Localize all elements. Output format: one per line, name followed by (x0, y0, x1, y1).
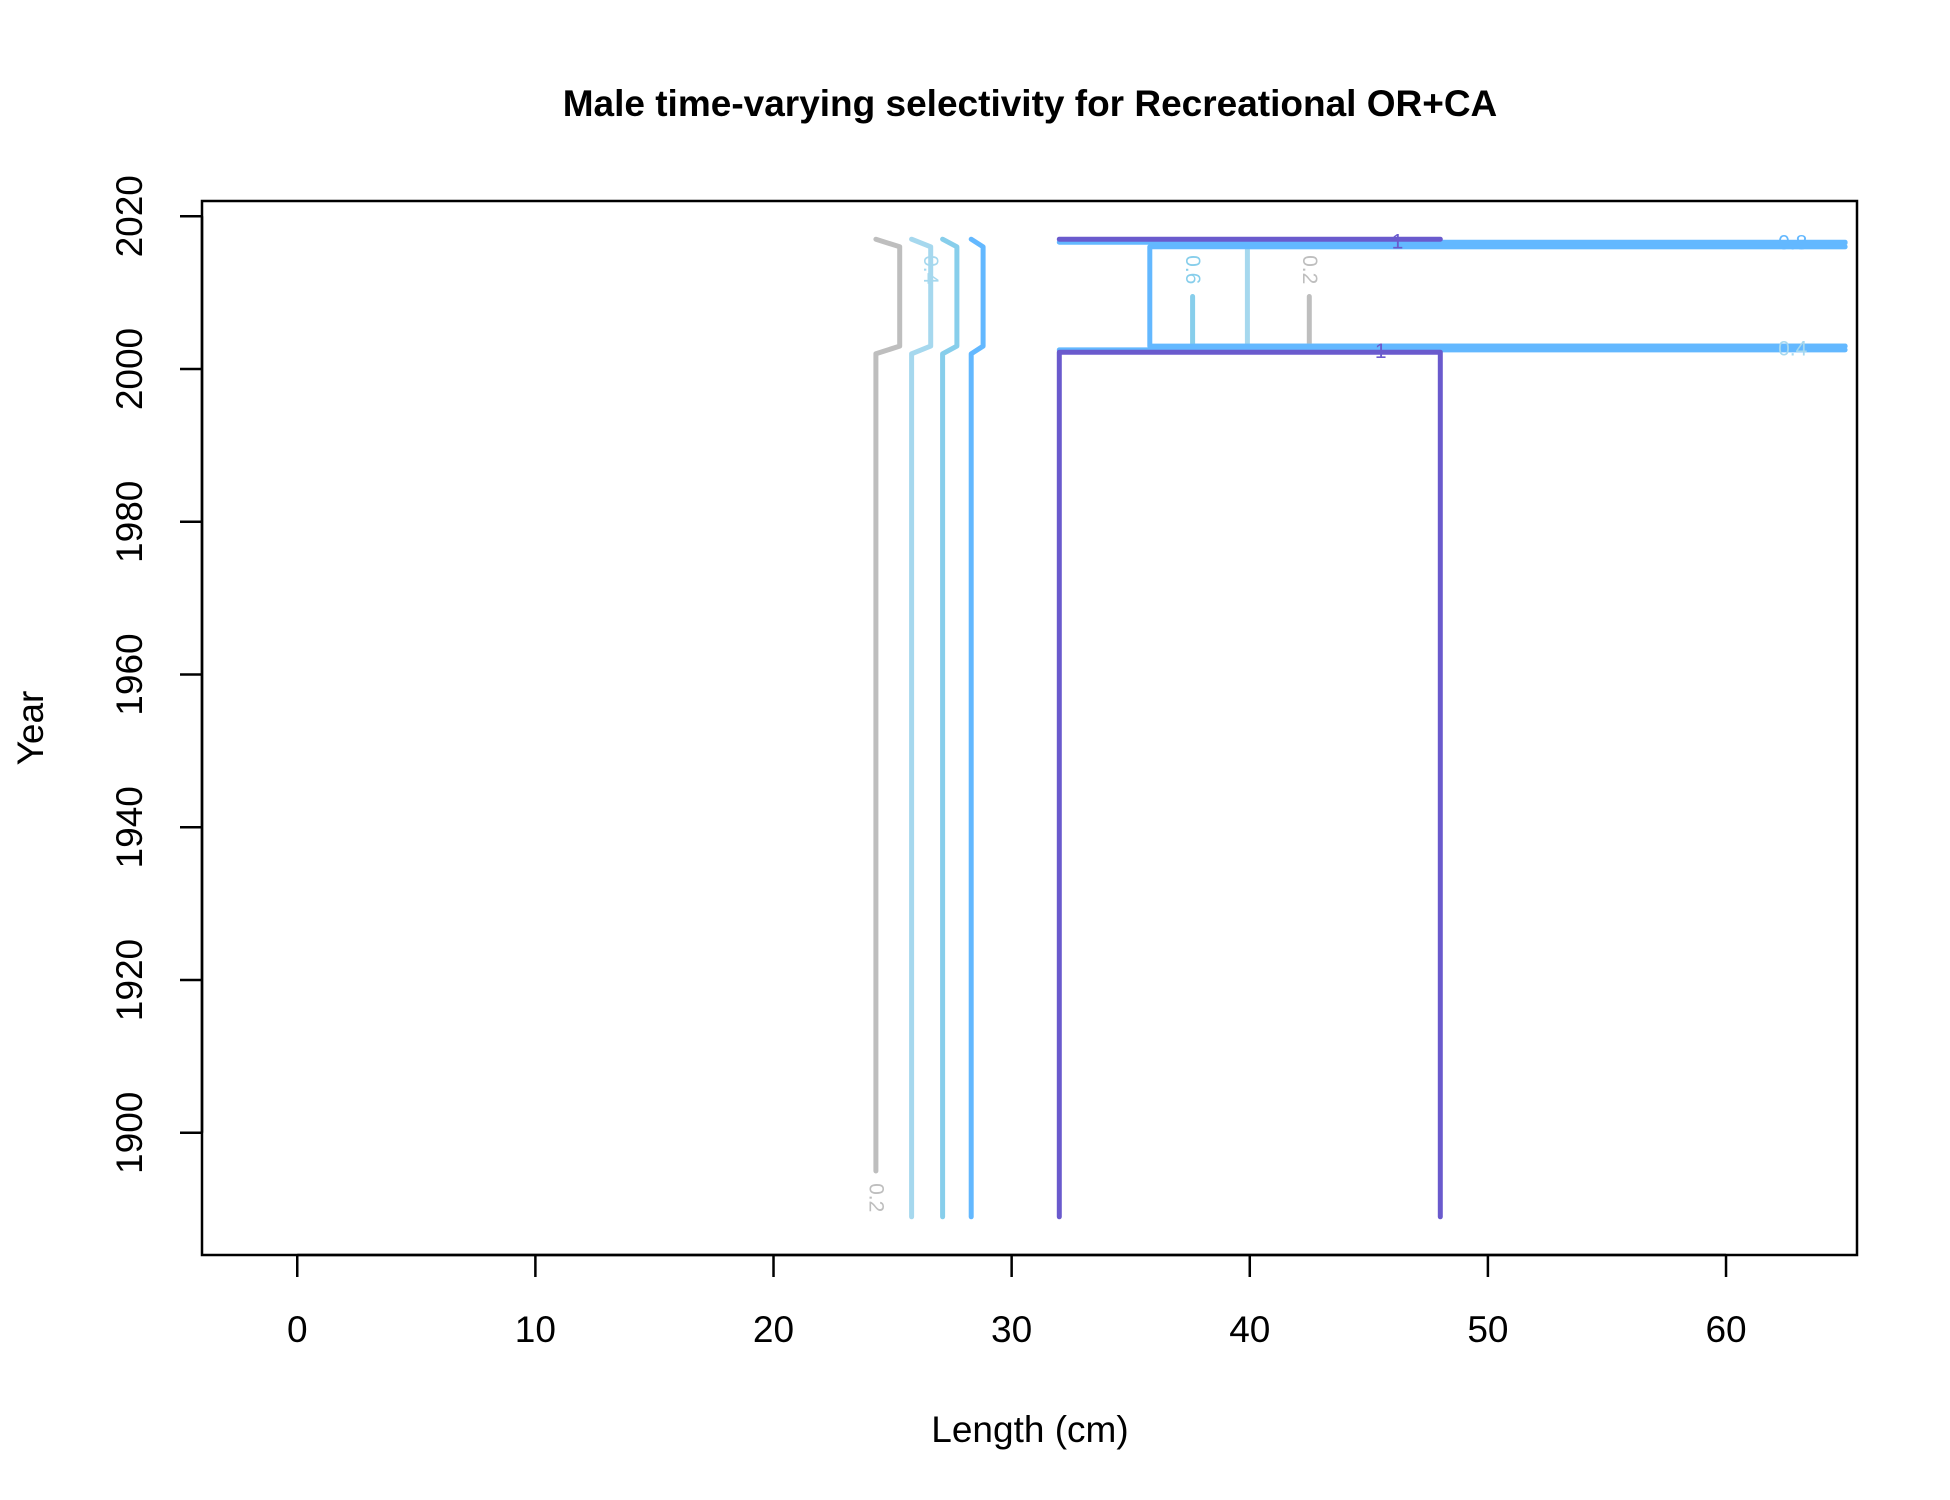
x-tick-label: 50 (1467, 1309, 1508, 1350)
contour-label: 1 (1392, 231, 1404, 254)
y-tick-label: 1900 (109, 1092, 150, 1174)
contour-label: 0.2 (864, 1183, 887, 1212)
y-axis-label: Year (10, 691, 51, 766)
x-tick-label: 0 (287, 1309, 308, 1350)
plot-area: 0.2 0.4 0.6 0.2 1 1 0.8 0.4 (864, 231, 1848, 1220)
x-tick-label: 60 (1705, 1309, 1746, 1350)
contour-line-0.6 (940, 236, 960, 1220)
x-tick-label: 30 (991, 1309, 1032, 1350)
contour-label: 0.2 (1298, 255, 1321, 284)
contour-line-0.4 (909, 236, 934, 1220)
x-tick-label: 10 (515, 1309, 556, 1350)
y-tick-label: 1980 (109, 481, 150, 563)
contour-label: 0.6 (1181, 255, 1204, 284)
contour-line-0.8 (1147, 244, 1848, 349)
contour-label: 0.4 (1778, 338, 1808, 361)
y-tick-label: 2020 (109, 175, 150, 257)
x-axis-label: Length (cm) (931, 1409, 1128, 1450)
y-axis: 1900 1920 1940 1960 1980 2000 2020 (109, 175, 204, 1174)
contour-label: 0.4 (919, 255, 942, 285)
y-tick-label: 1920 (109, 939, 150, 1021)
x-tick-label: 40 (1229, 1309, 1270, 1350)
contour-line-0.2 (873, 236, 903, 1174)
x-tick-label: 20 (753, 1309, 794, 1350)
y-tick-label: 1960 (109, 633, 150, 715)
contour-label: 0.8 (1778, 232, 1807, 255)
y-tick-label: 2000 (109, 328, 150, 410)
x-axis: 0 10 20 30 40 50 60 (287, 1253, 1747, 1350)
contour-line-0.8 (968, 236, 986, 1220)
chart-title: Male time-varying selectivity for Recrea… (563, 83, 1498, 124)
contour-label: 1 (1375, 340, 1387, 363)
y-tick-label: 1940 (109, 786, 150, 868)
contour-line-1 (1056, 349, 1443, 1220)
